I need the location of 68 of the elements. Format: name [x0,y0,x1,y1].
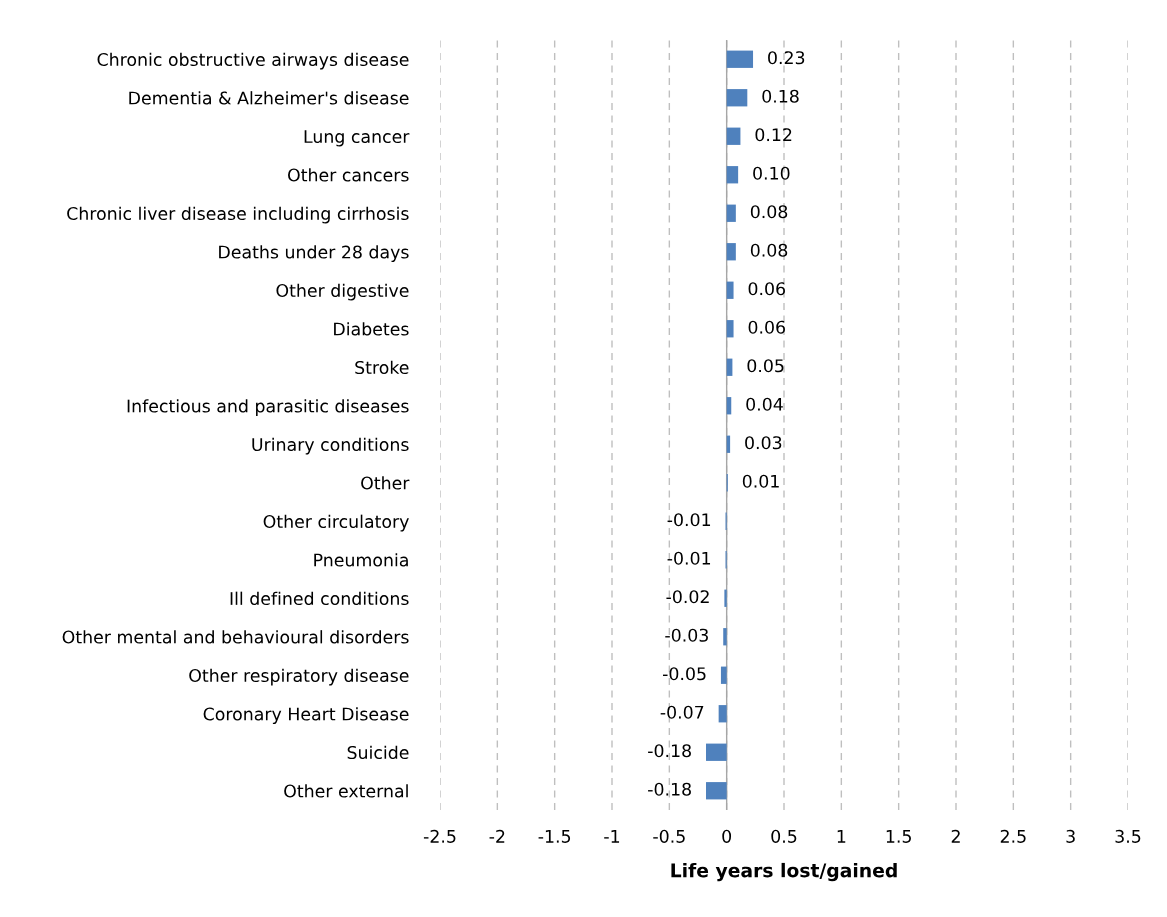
data-label: -0.02 [666,590,709,604]
y-tick-label: Diabetes [334,322,409,336]
y-tick-label: Other external [284,784,408,798]
bar [726,166,739,184]
data-label: 0.08 [750,205,788,219]
data-label: 0.04 [746,397,783,411]
y-tick-label: Other [361,476,410,490]
data-label: 0.08 [750,243,788,257]
x-tick-label: 0 [722,829,732,843]
x-tick-label: 3 [1066,829,1075,843]
data-label: -0.18 [648,744,691,758]
bar [726,50,754,68]
data-label: -0.01 [667,513,711,527]
data-label: 0.23 [768,51,805,65]
data-label: 0.03 [745,436,782,450]
data-label: 0.05 [747,359,784,373]
bar [718,705,727,723]
y-tick-label: Other circulatory [263,514,409,532]
bar [720,666,727,684]
bar [723,628,727,646]
x-tick-label: 1 [837,829,846,843]
data-label: -0.05 [662,667,706,681]
y-tick-label: Dementia & Alzheimer's disease [129,91,409,105]
bar [726,320,734,338]
y-tick-label: Other cancers [288,168,409,182]
bar [706,782,727,800]
bar [726,281,734,299]
x-tick-label: -1 [604,829,620,843]
data-label: 0.18 [762,89,799,103]
y-tick-label: Ill defined conditions [230,591,409,606]
bar [706,743,727,761]
y-tick-label: Other digestive [276,283,409,301]
data-label: -0.01 [667,551,711,565]
x-tick-label: 2 [951,829,960,843]
data-label: -0.03 [665,628,708,642]
bar [726,204,736,222]
y-tick-label: Other respiratory disease [189,668,409,686]
x-tick-label: 2.5 [1000,829,1026,843]
data-label: 0.06 [748,282,785,296]
data-label: 0.06 [748,320,785,334]
x-tick-label: -2.5 [423,829,456,843]
x-tick-label: -1.5 [538,829,571,843]
x-axis-title: Life years lost/gained [671,862,897,882]
y-tick-label: Infectious and parasitic diseases [127,399,409,416]
x-tick-label: -0.5 [653,829,685,843]
x-tick-label: -2 [489,829,505,843]
bar [724,589,727,607]
data-label: 0.01 [742,474,779,488]
y-tick-label: Other mental and behavioural disorders [62,630,409,644]
y-tick-label: Stroke [355,360,409,375]
x-tick-label: 1.5 [886,829,911,843]
y-tick-label: Chronic obstructive airways disease [97,52,409,70]
x-tick-label: 3.5 [1115,829,1141,843]
data-label: 0.10 [753,166,790,180]
y-tick-label: Pneumonia [314,553,408,567]
y-tick-label: Deaths under 28 days [219,245,409,262]
data-label: -0.07 [660,705,704,719]
x-tick-label: 0.5 [771,829,797,843]
y-tick-label: Lung cancer [304,130,410,147]
data-label: -0.18 [648,782,691,796]
bar [726,243,736,261]
bar [726,127,741,145]
y-tick-label: Coronary Heart Disease [203,707,409,724]
y-tick-label: Suicide [347,745,409,760]
y-tick-label: Urinary conditions [252,437,409,455]
y-tick-label: Chronic liver disease including cirrhosis [67,206,409,224]
data-label: 0.12 [755,128,792,142]
bar [726,89,748,107]
